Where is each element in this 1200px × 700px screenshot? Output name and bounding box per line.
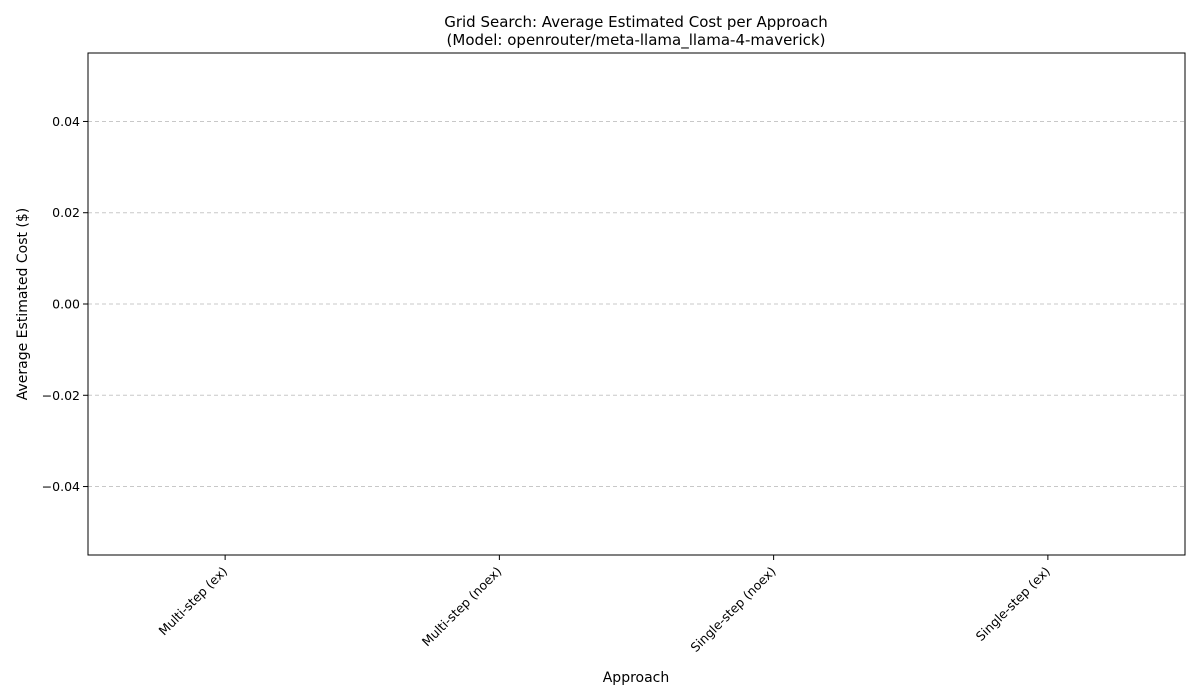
y-axis-ticks: −0.04 −0.02 0.00 0.02 0.04 (42, 114, 88, 494)
y-tick-label: 0.02 (52, 205, 80, 220)
y-tick-label: −0.02 (42, 388, 80, 403)
x-axis-label: Approach (603, 670, 670, 686)
x-tick-label: Single-step (ex) (973, 564, 1053, 644)
chart-title: Grid Search: Average Estimated Cost per … (444, 13, 828, 31)
x-tick-label: Multi-step (noex) (419, 564, 505, 650)
x-tick-label: Multi-step (ex) (156, 564, 231, 639)
chart-subtitle: (Model: openrouter/meta-llama_llama-4-ma… (447, 31, 826, 50)
x-axis-ticks: Multi-step (ex) Multi-step (noex) Single-s… (156, 555, 1053, 655)
gridlines (88, 120, 1185, 488)
x-tick-label: Single-step (noex) (687, 564, 778, 655)
y-tick-label: 0.00 (52, 297, 80, 312)
y-tick-label: 0.04 (52, 114, 80, 129)
y-axis-label: Average Estimated Cost ($) (15, 208, 31, 401)
y-tick-label: −0.04 (42, 479, 80, 494)
